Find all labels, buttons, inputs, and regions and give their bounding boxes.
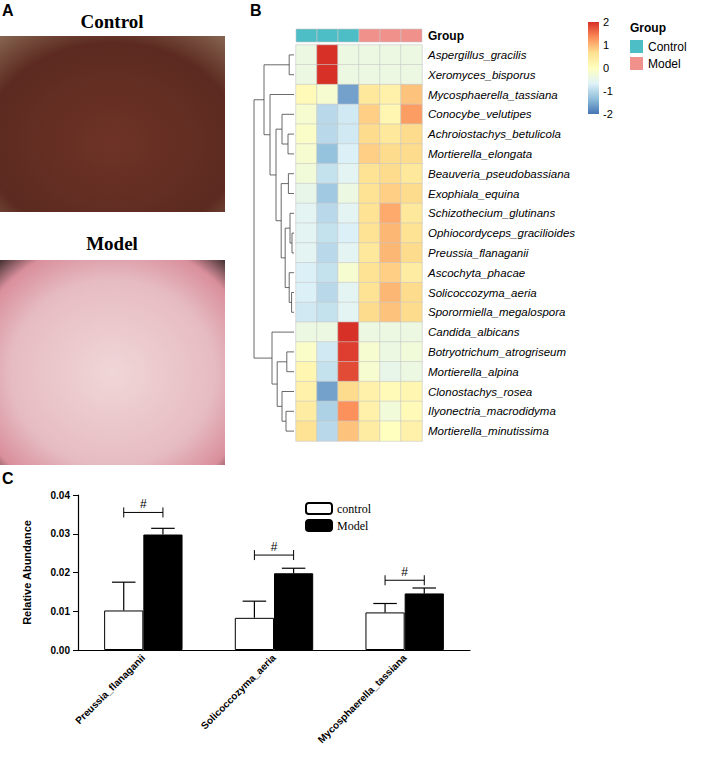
svg-text:Clonostachys_rosea: Clonostachys_rosea bbox=[428, 386, 532, 398]
svg-text:#: # bbox=[140, 497, 147, 511]
svg-text:0.01: 0.01 bbox=[51, 606, 71, 617]
svg-text:Achroiostachys_betulicola: Achroiostachys_betulicola bbox=[427, 128, 561, 140]
svg-text:-1: -1 bbox=[603, 85, 613, 97]
svg-text:0: 0 bbox=[603, 62, 609, 74]
svg-text:Ilyonectria_macrodidyma: Ilyonectria_macrodidyma bbox=[428, 405, 556, 417]
svg-text:Mortierella_minutissima: Mortierella_minutissima bbox=[428, 425, 549, 437]
svg-text:Candida_albicans: Candida_albicans bbox=[428, 326, 520, 338]
svg-text:Beauveria_pseudobassiana: Beauveria_pseudobassiana bbox=[428, 168, 570, 180]
svg-text:Xeromyces_bisporus: Xeromyces_bisporus bbox=[427, 69, 536, 81]
svg-text:Schizothecium_glutinans: Schizothecium_glutinans bbox=[428, 207, 555, 219]
svg-text:Group: Group bbox=[630, 21, 666, 35]
svg-text:Model: Model bbox=[86, 233, 138, 254]
svg-text:C: C bbox=[2, 470, 14, 487]
svg-text:Mycosphaerella_tassiana: Mycosphaerella_tassiana bbox=[428, 89, 558, 101]
svg-text:Model: Model bbox=[648, 57, 681, 71]
svg-text:Mycosphaerella_tassiana: Mycosphaerella_tassiana bbox=[316, 652, 409, 745]
svg-text:0.02: 0.02 bbox=[51, 567, 71, 578]
svg-text:Control: Control bbox=[81, 11, 144, 32]
svg-text:Mortierella_alpina: Mortierella_alpina bbox=[428, 366, 519, 378]
svg-text:0.00: 0.00 bbox=[51, 645, 71, 656]
svg-text:B: B bbox=[250, 2, 262, 19]
svg-text:Sporormiella_megalospora: Sporormiella_megalospora bbox=[428, 306, 565, 318]
svg-text:Solicoccozyma_aeria: Solicoccozyma_aeria bbox=[199, 652, 279, 732]
svg-text:Aspergillus_gracilis: Aspergillus_gracilis bbox=[427, 49, 527, 61]
svg-text:1: 1 bbox=[603, 39, 609, 51]
svg-text:Ascochyta_phacae: Ascochyta_phacae bbox=[427, 267, 525, 279]
svg-text:Preussia_flanaganii: Preussia_flanaganii bbox=[73, 652, 147, 726]
svg-text:Control: Control bbox=[648, 40, 687, 54]
svg-text:Ophiocordyceps_gracilioides: Ophiocordyceps_gracilioides bbox=[428, 227, 575, 239]
svg-text:Solicoccozyma_aeria: Solicoccozyma_aeria bbox=[428, 287, 537, 299]
svg-text:Exophiala_equina: Exophiala_equina bbox=[428, 188, 519, 200]
svg-text:Mortierella_elongata: Mortierella_elongata bbox=[428, 148, 532, 160]
svg-text:#: # bbox=[271, 540, 278, 554]
svg-text:Relative Abundance: Relative Abundance bbox=[21, 520, 33, 625]
svg-text:A: A bbox=[2, 2, 14, 19]
svg-text:control: control bbox=[337, 502, 372, 516]
svg-text:0.03: 0.03 bbox=[51, 528, 71, 539]
svg-text:Model: Model bbox=[337, 519, 369, 533]
svg-text:Preussia_flanaganii: Preussia_flanaganii bbox=[428, 247, 529, 259]
svg-text:#: # bbox=[401, 565, 408, 579]
svg-text:Conocybe_velutipes: Conocybe_velutipes bbox=[428, 108, 532, 120]
svg-text:Botryotrichum_atrogriseum: Botryotrichum_atrogriseum bbox=[428, 346, 566, 358]
svg-text:0.04: 0.04 bbox=[51, 490, 71, 501]
svg-text:Group: Group bbox=[428, 29, 464, 43]
svg-text:2: 2 bbox=[603, 16, 609, 28]
svg-text:-2: -2 bbox=[603, 108, 613, 120]
